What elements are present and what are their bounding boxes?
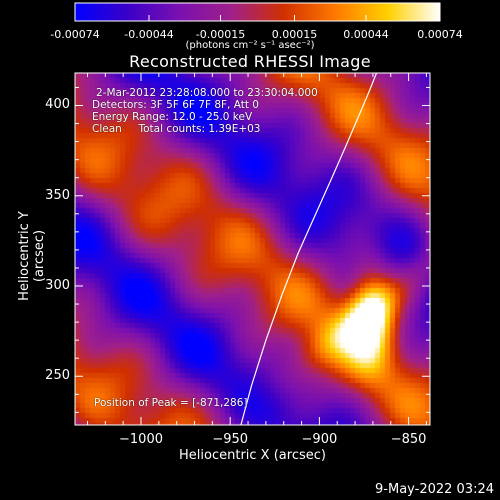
colorbar-tickmarks (74, 15, 441, 21)
x-tick-label: −1000 (119, 432, 163, 447)
y-tick-label: 300 (45, 278, 70, 293)
y-tick-label: 350 (45, 187, 70, 203)
clean-counts-text: Clean Total counts: 1.39E+03 (92, 123, 261, 135)
x-tick-label: −850 (390, 432, 427, 447)
colorbar-tick-label: 0.00044 (343, 28, 389, 41)
x-tick-label: −900 (301, 432, 338, 447)
x-axis-label: Heliocentric X (arcsec) (179, 448, 326, 463)
y-axis-label: Heliocentric Y (arcsec) (17, 211, 47, 301)
colorbar-tick-label: -0.00074 (50, 28, 100, 41)
chart-title: Reconstructed RHESSI Image (129, 52, 371, 71)
colorbar-tick-label: 0.00074 (417, 28, 463, 41)
colorbar-gradient (74, 2, 441, 22)
time-range-text: 2-Mar-2012 23:28:08.000 to 23:30:04.000 (96, 87, 318, 99)
colorbar-tick-label: 0.00015 (271, 28, 318, 41)
timestamp: 9-May-2022 03:24 (375, 482, 494, 497)
x-tick-label: −950 (212, 432, 249, 447)
y-tick-label: 400 (45, 97, 70, 113)
colorbar (74, 2, 441, 22)
colorbar-tick-label: -0.00015 (195, 28, 246, 41)
energy-range-text: Energy Range: 12.0 - 25.0 keV (92, 111, 253, 123)
y-tick-label: 250 (45, 368, 70, 384)
colorbar-tick-label: -0.00044 (124, 28, 174, 41)
colorbar-units: (photons cm⁻² s⁻¹ asec⁻²) (185, 40, 315, 51)
detectors-text: Detectors: 3F 5F 6F 7F 8F, Att 0 (92, 99, 259, 111)
peak-position-text: Position of Peak = [-871,286] (94, 397, 248, 409)
